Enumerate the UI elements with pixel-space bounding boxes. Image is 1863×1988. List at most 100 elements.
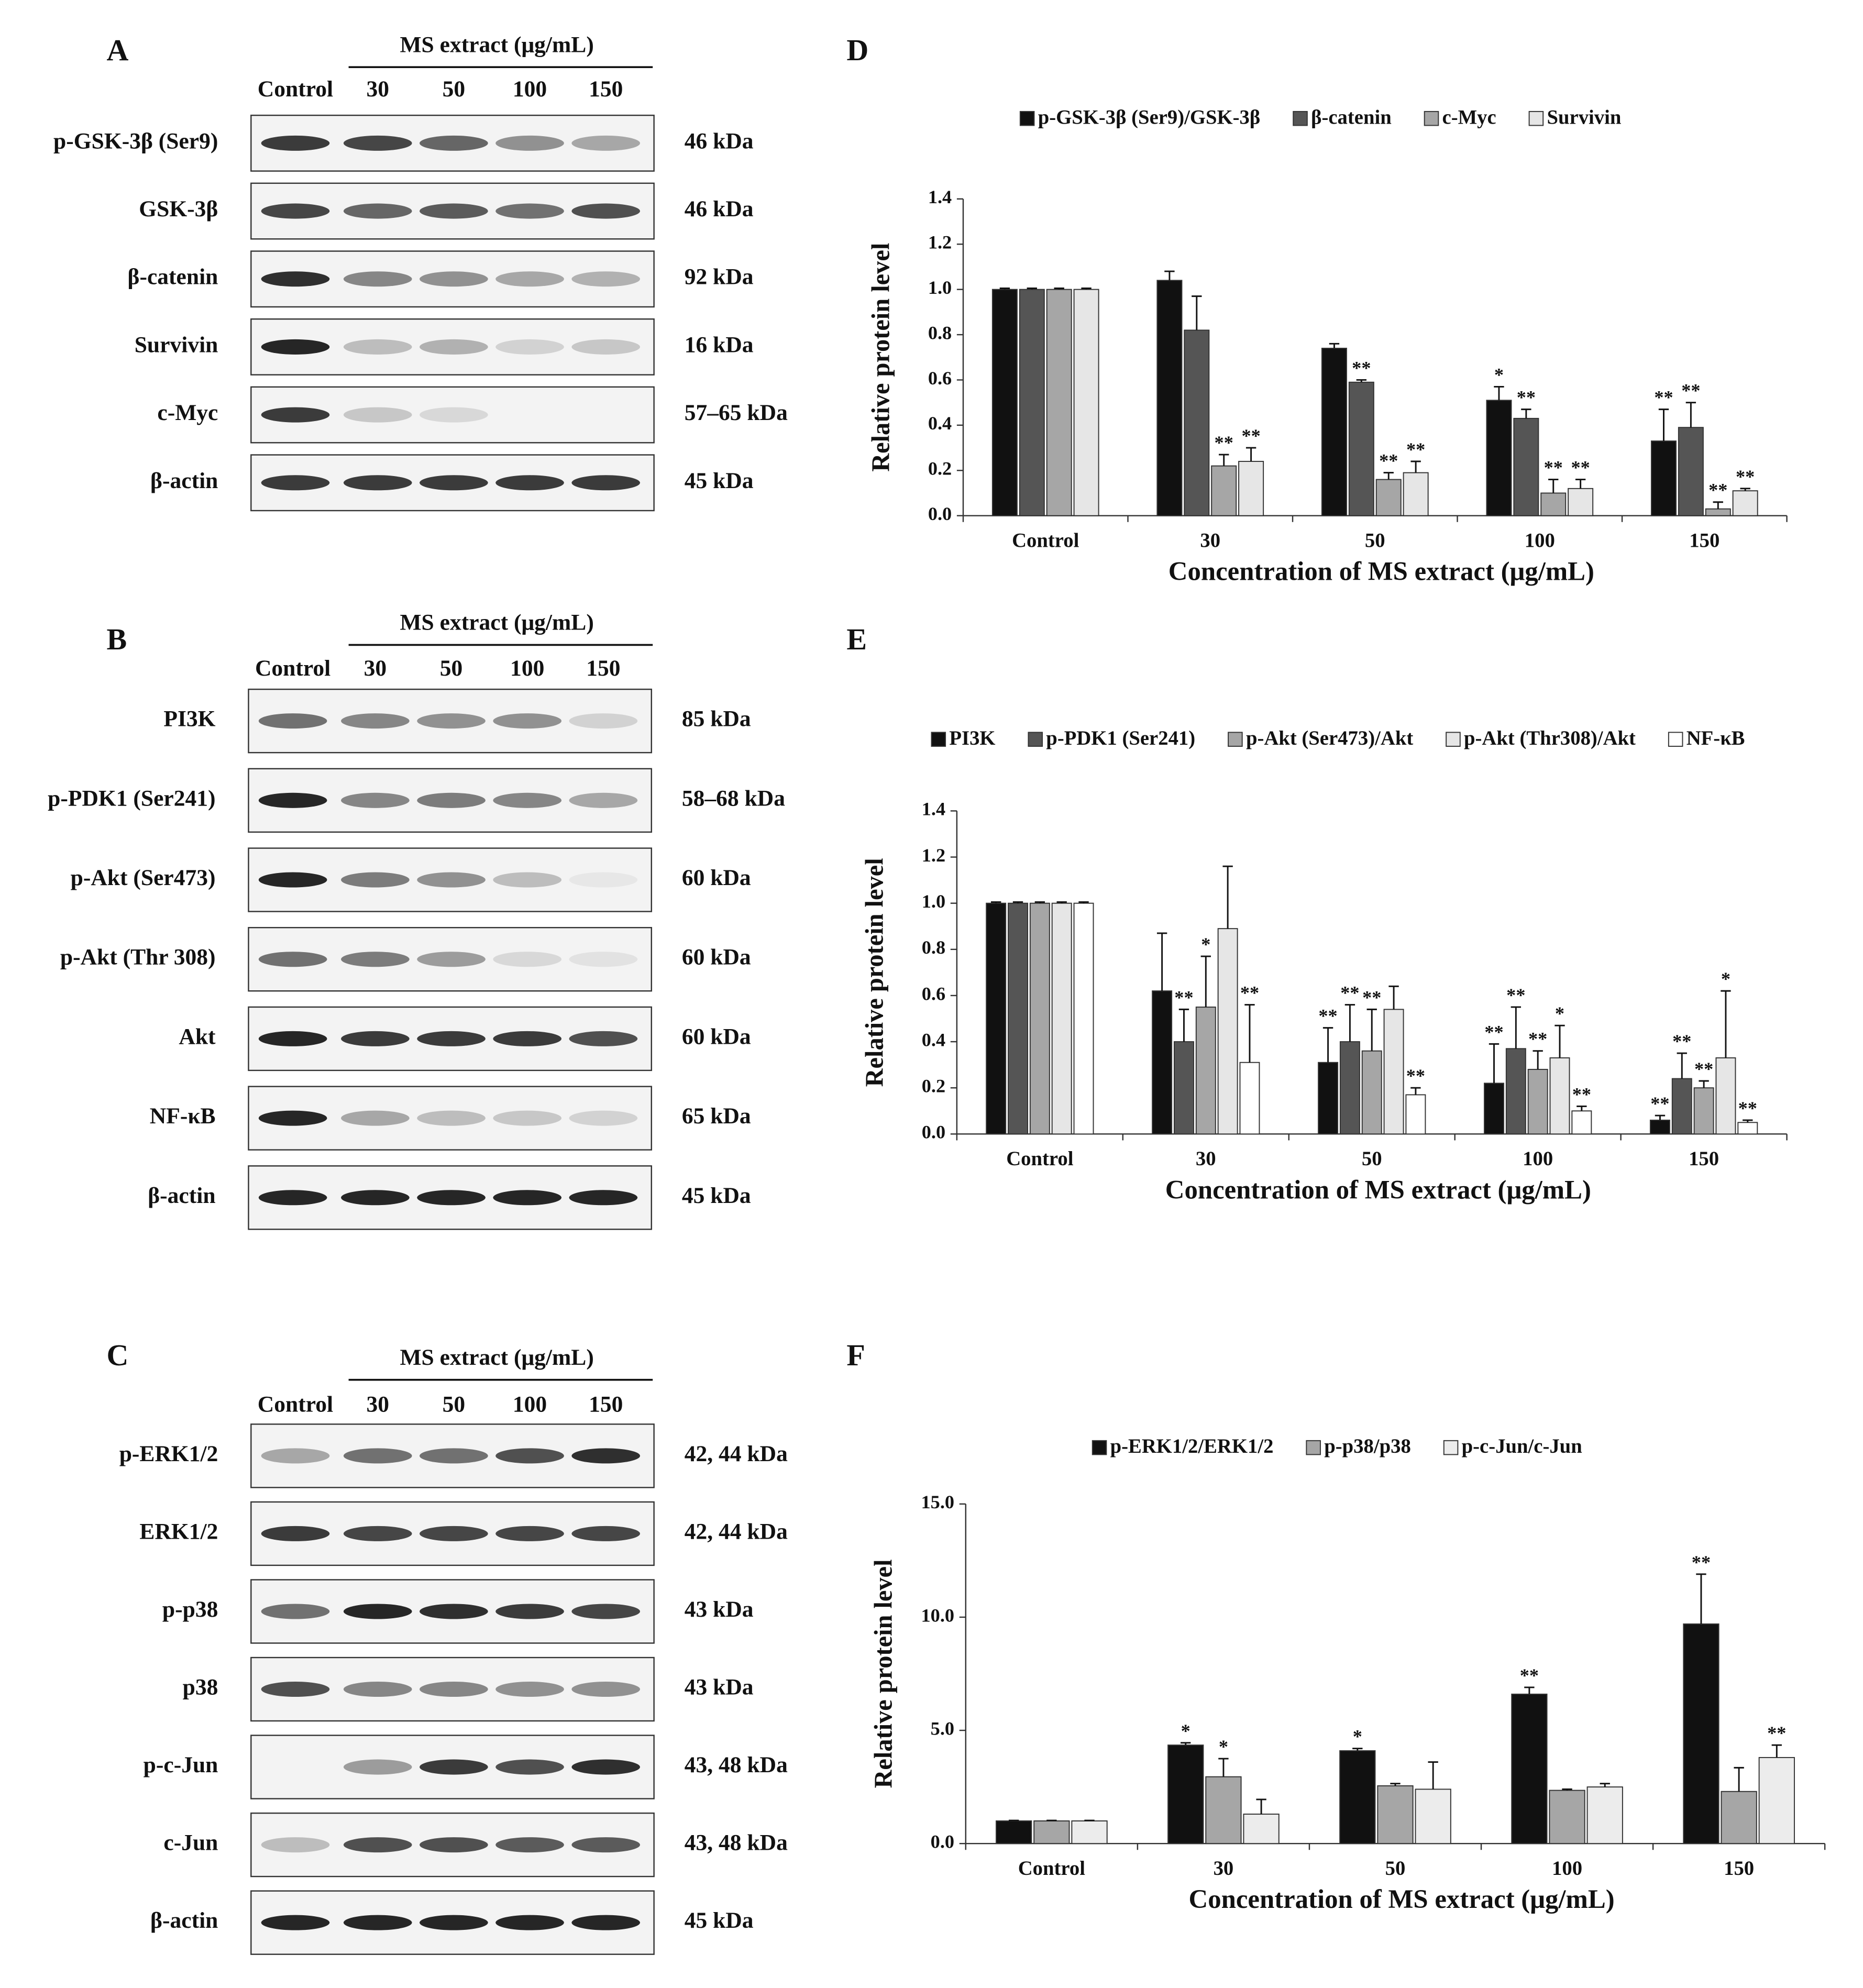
protein-label: p-PDK1 (Ser241)	[48, 786, 215, 811]
legend-label: Survivin	[1547, 106, 1621, 128]
x-tick-label: 30	[1196, 1148, 1216, 1170]
protein-label: p-p38	[162, 1597, 218, 1622]
y-tick-label: 1.2	[928, 232, 952, 253]
x-tick-label: 100	[1552, 1858, 1582, 1880]
y-tick-label: 0.0	[928, 503, 952, 524]
y-axis-label: Relative protein level	[861, 858, 889, 1087]
error-bar	[1734, 1766, 1744, 1792]
band	[417, 1190, 486, 1206]
error-bar	[1494, 385, 1504, 401]
bar	[1217, 928, 1238, 1135]
error-bar	[1743, 1119, 1753, 1123]
error-bar	[1511, 1006, 1522, 1049]
significance: **	[1340, 982, 1359, 1003]
band	[261, 475, 330, 491]
y-tick-label: 1.0	[928, 277, 952, 298]
band	[420, 1759, 488, 1775]
band	[261, 1526, 330, 1541]
size-label: 45 kDa	[685, 468, 754, 493]
band	[493, 792, 562, 808]
bar	[1238, 461, 1264, 516]
size-label: 65 kDa	[682, 1103, 751, 1129]
significance: *	[1201, 934, 1210, 955]
bar	[1383, 1009, 1404, 1135]
band	[495, 271, 564, 287]
band	[258, 792, 327, 808]
significance: **	[1240, 982, 1259, 1003]
error-bar	[1222, 865, 1233, 929]
bar	[1361, 1050, 1382, 1135]
bar	[1071, 1820, 1108, 1845]
band	[569, 1190, 638, 1206]
band	[569, 1110, 638, 1126]
band	[343, 1759, 412, 1775]
significance: **	[1681, 380, 1700, 401]
protein-label: p-Akt (Ser473)	[71, 865, 216, 890]
lane-label: 150	[589, 76, 623, 102]
x-tick-label: 50	[1385, 1858, 1406, 1880]
band	[420, 1448, 488, 1464]
bar	[1527, 1068, 1548, 1135]
band	[569, 872, 638, 888]
x-axis-label: Concentration of MS extract (μg/mL)	[1189, 1884, 1615, 1914]
band	[261, 407, 330, 423]
error-bar	[1356, 379, 1367, 382]
bar	[1184, 329, 1210, 516]
legend-swatch	[1443, 1440, 1459, 1455]
band	[571, 135, 641, 151]
band	[417, 952, 486, 967]
significance: **	[1520, 1665, 1539, 1686]
error-bar	[1200, 955, 1211, 1007]
error-bar	[1388, 985, 1399, 1010]
legend-label: p-ERK1/2/ERK1/2	[1110, 1435, 1274, 1457]
legend-swatch	[1306, 1440, 1321, 1455]
band	[495, 1681, 564, 1697]
x-tick-label: Control	[1018, 1858, 1086, 1880]
protein-label: Akt	[179, 1024, 216, 1049]
band	[571, 1837, 641, 1853]
protein-label: p-c-Jun	[144, 1752, 218, 1777]
legend-swatch	[1019, 111, 1035, 126]
size-label: 60 kDa	[682, 945, 751, 970]
protein-label: NF-κB	[150, 1103, 216, 1129]
lane-label: 50	[440, 656, 463, 681]
bar	[991, 289, 1018, 516]
lane-label: 150	[586, 656, 620, 681]
legend-swatch	[1424, 111, 1439, 126]
error-bar	[1390, 1783, 1401, 1786]
error-bar	[1685, 402, 1696, 428]
legend-swatch	[1528, 111, 1544, 126]
band	[343, 1837, 412, 1853]
y-tick-label: 5.0	[931, 1718, 954, 1739]
error-bar	[1562, 1788, 1572, 1791]
band	[258, 1031, 327, 1046]
band	[571, 339, 641, 355]
band	[493, 1190, 562, 1206]
significance: *	[1353, 1726, 1362, 1747]
panel-letter: B	[106, 622, 127, 656]
band	[261, 339, 330, 355]
y-tick-label: 1.4	[922, 799, 945, 820]
legend-swatch	[1028, 732, 1043, 747]
legend-label: p-GSK-3β (Ser9)/GSK-3β	[1038, 106, 1261, 128]
size-label: 46 kDa	[685, 128, 754, 153]
y-tick-label: 15.0	[921, 1492, 955, 1512]
lane-label: 150	[589, 1391, 623, 1417]
protein-label: β-catenin	[128, 264, 218, 290]
bar	[1650, 440, 1677, 516]
protein-label: Survivin	[135, 332, 218, 357]
x-axis-label: Concentration of MS extract (μg/mL)	[1168, 557, 1594, 586]
band	[571, 1604, 641, 1619]
band	[261, 1681, 330, 1697]
bar	[1649, 1119, 1670, 1135]
size-label: 45 kDa	[685, 1908, 754, 1933]
panel-letter: A	[106, 33, 128, 67]
band	[258, 1110, 327, 1126]
bar	[1505, 1048, 1526, 1135]
error-bar	[1521, 408, 1531, 418]
panel-letter: D	[846, 33, 868, 67]
band	[495, 1448, 564, 1464]
size-label: 58–68 kDa	[682, 786, 785, 811]
significance: **	[1544, 457, 1563, 478]
x-tick-label: Control	[1006, 1148, 1074, 1170]
